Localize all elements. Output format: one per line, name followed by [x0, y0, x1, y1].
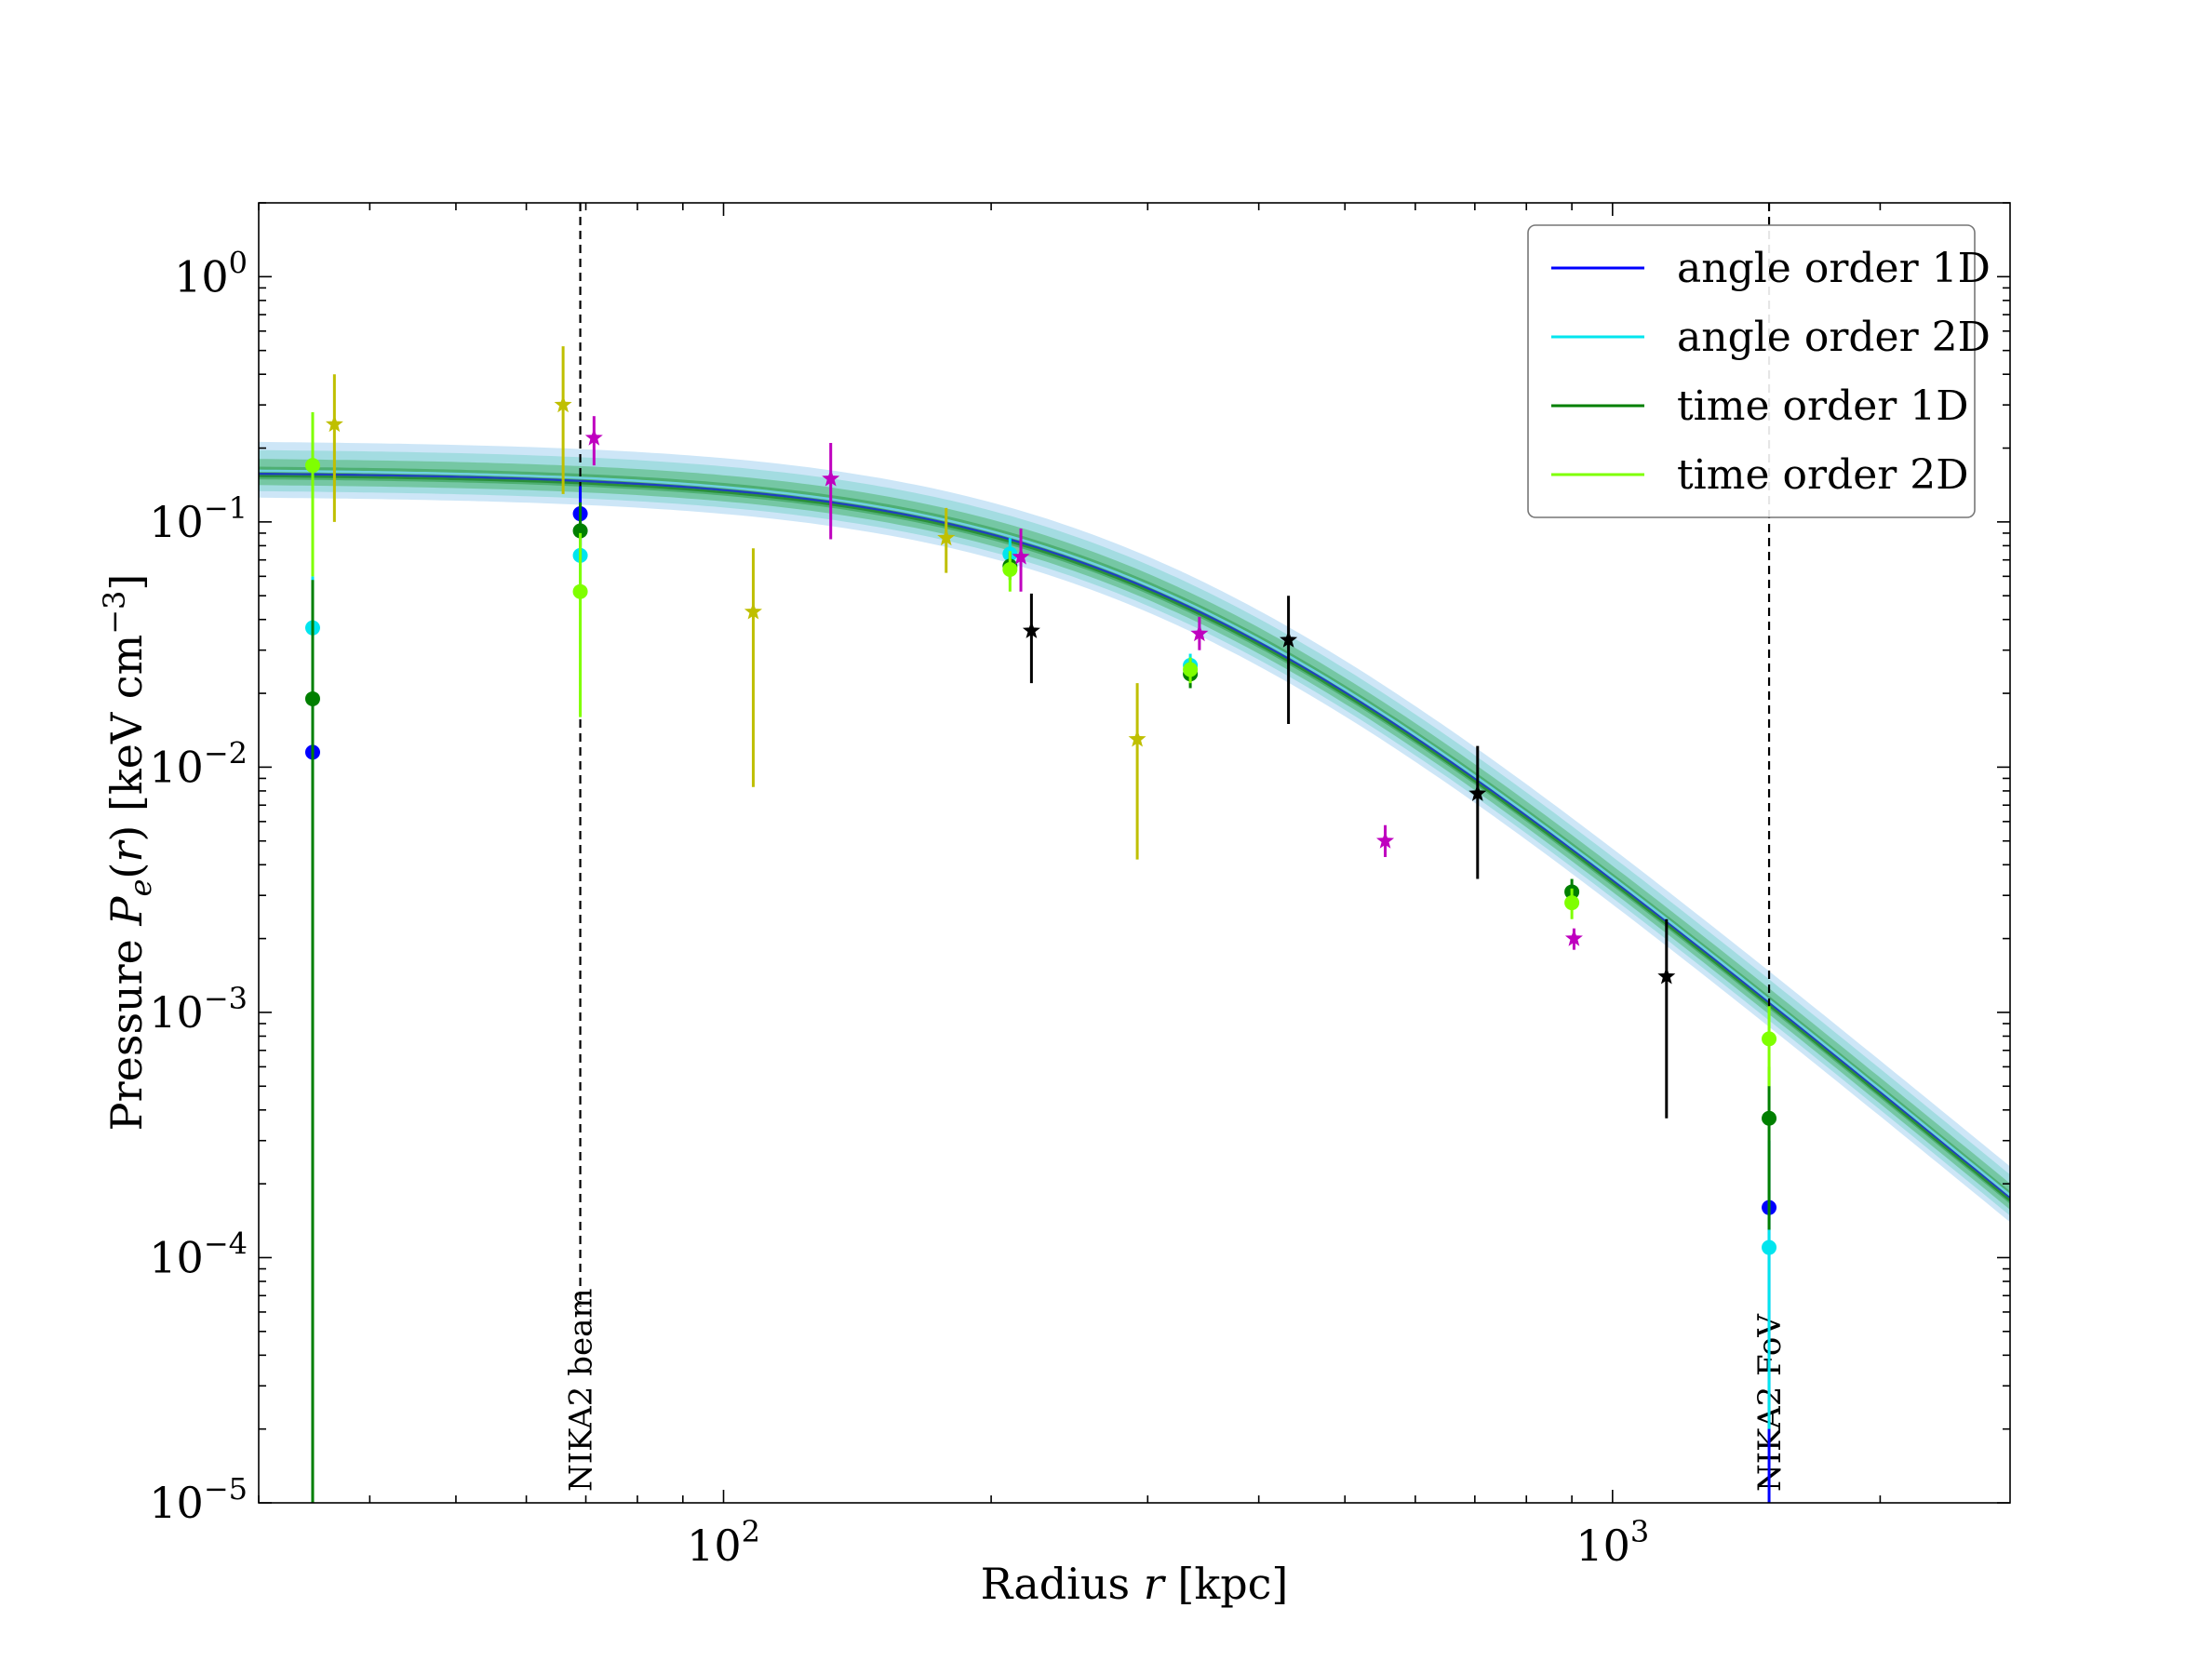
- legend-label-1: angle order 2D: [1677, 314, 1991, 361]
- marker-s5-p4: [1376, 831, 1395, 849]
- legend-label-3: time order 2D: [1677, 451, 1969, 499]
- model-line-2: [259, 469, 2010, 1197]
- marker-s6-p0: [1022, 621, 1040, 638]
- marker-s5-p2: [1012, 547, 1030, 565]
- band-layer-0: [259, 441, 2010, 1223]
- marker-s3-p0: [304, 458, 320, 474]
- marker-s4-p4: [1128, 730, 1146, 747]
- band-layer-3: [259, 466, 2010, 1204]
- axis-ticks: 102 103 100 10−1 10−2 10−3 10−4 10−5: [149, 202, 2010, 1571]
- marker-s1-p4: [1762, 1240, 1777, 1255]
- marker-s2-p5: [1762, 1110, 1777, 1126]
- x-tick-label-0: 102: [687, 1514, 760, 1571]
- y-tick-label-1: 10−1: [149, 490, 248, 547]
- y-tick-label-2: 10−2: [149, 735, 248, 792]
- legend: angle order 1D angle order 2D time order 1…: [1527, 224, 1991, 518]
- marker-s4-p1: [554, 395, 572, 413]
- marker-s2-p1: [572, 523, 588, 539]
- x-axis-title: Radius r [kpc]: [981, 1559, 1289, 1609]
- marker-s3-p4: [1564, 895, 1580, 911]
- vline-label-0: NIKA2 beam: [563, 1288, 600, 1492]
- legend-box: [1527, 224, 1976, 518]
- marker-s6-p1: [1280, 630, 1298, 648]
- legend-label-0: angle order 1D: [1677, 245, 1991, 292]
- marker-s2-p0: [304, 690, 320, 706]
- marker-s6-p3: [1657, 967, 1676, 985]
- marker-s4-p3: [937, 529, 956, 546]
- marker-s6-p2: [1468, 784, 1487, 801]
- marker-s4-p2: [744, 602, 762, 620]
- plot-frame: [258, 202, 2011, 1504]
- marker-s3-p3: [1183, 662, 1199, 677]
- y-tick-label-0: 100: [174, 245, 248, 302]
- band-layer-2: [259, 459, 2010, 1210]
- marker-s4-p0: [325, 415, 343, 433]
- y-tick-label-4: 10−4: [149, 1226, 248, 1282]
- marker-s5-p3: [1190, 624, 1209, 642]
- y-axis-title: Pressure Pe(r) [keV cm−3]: [97, 574, 158, 1132]
- marker-s3-p1: [572, 583, 588, 599]
- model-line-0: [259, 473, 2010, 1199]
- marker-s5-p0: [584, 428, 603, 446]
- marker-s5-p1: [822, 469, 840, 487]
- marker-s3-p5: [1762, 1031, 1777, 1047]
- data-points: [304, 346, 1777, 1503]
- marker-s3-p2: [1002, 561, 1018, 577]
- y-tick-label-5: 10−5: [149, 1471, 248, 1528]
- x-tick-label-1: 103: [1575, 1514, 1649, 1571]
- marker-s5-p5: [1564, 929, 1583, 946]
- y-tick-label-3: 10−3: [149, 981, 248, 1038]
- model-line-1: [259, 475, 2010, 1202]
- legend-label-2: time order 1D: [1677, 382, 1969, 430]
- model-uncertainty-band: [259, 441, 2010, 1223]
- band-layer-1: [259, 449, 2010, 1216]
